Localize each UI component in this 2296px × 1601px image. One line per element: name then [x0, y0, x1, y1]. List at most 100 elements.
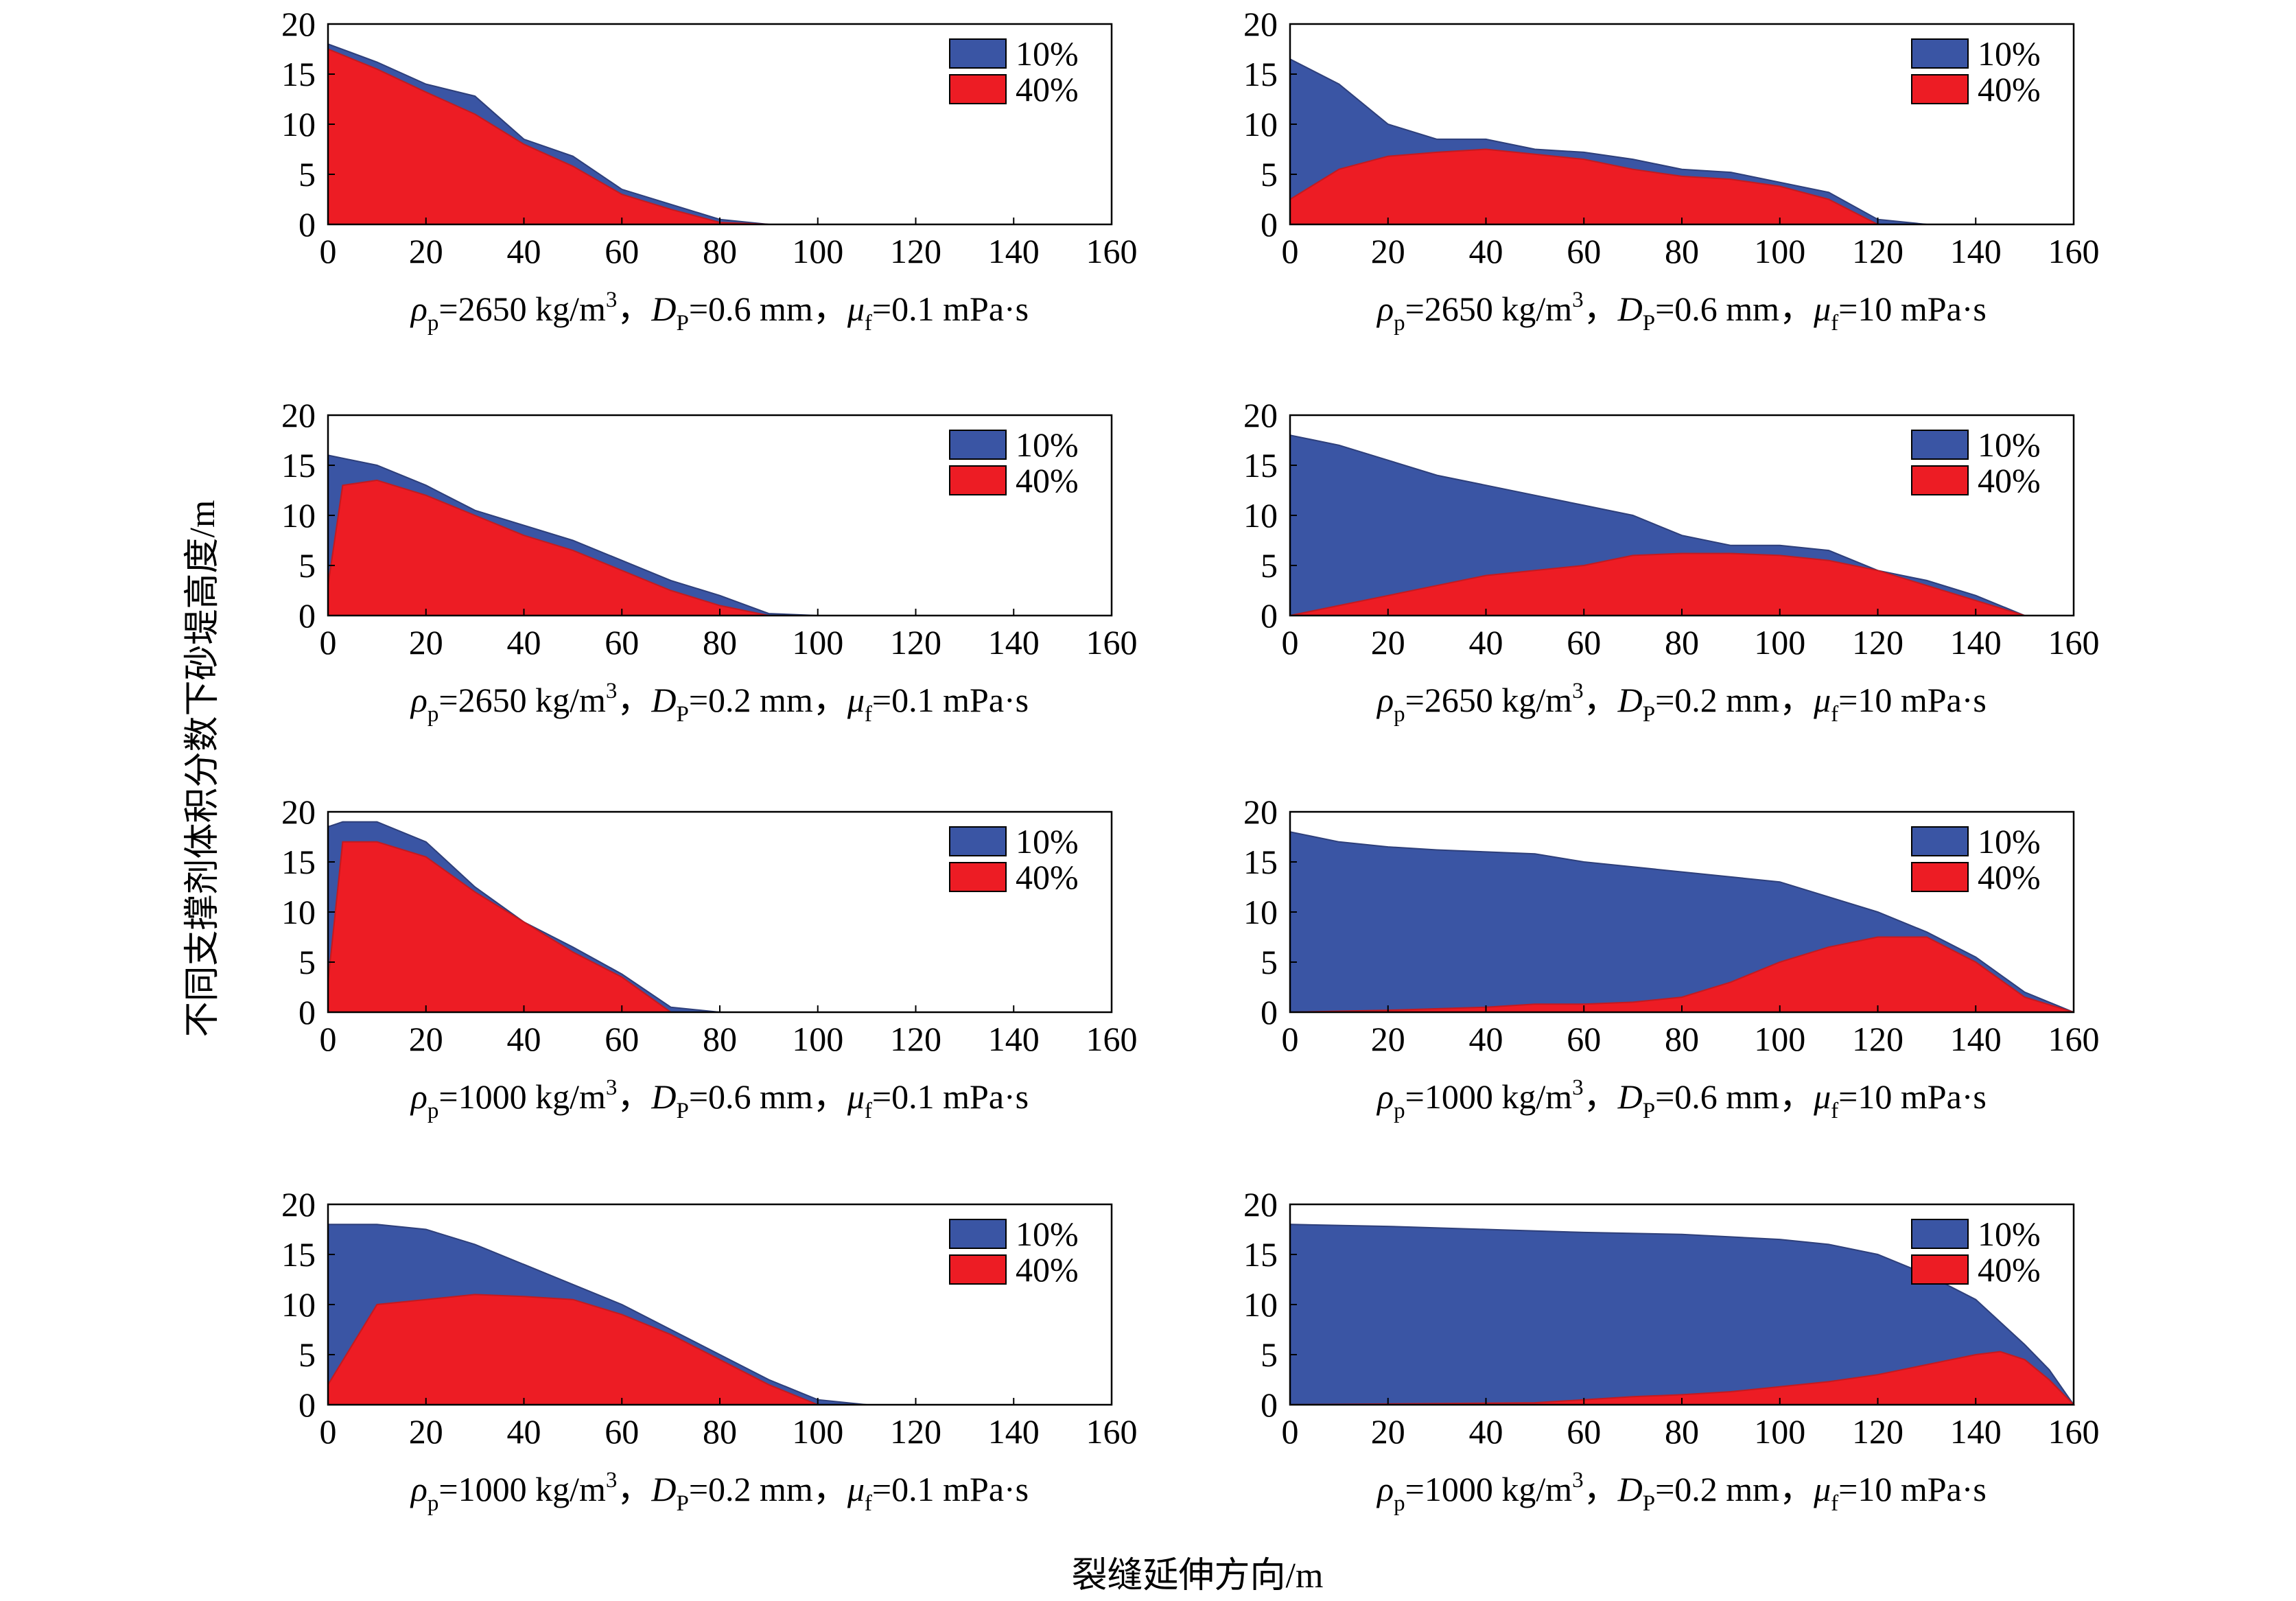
- legend-swatch-40: [1911, 465, 1969, 495]
- panel-caption: ρp=2650 kg/m3，DP=0.2 mm，μf=10 mPa·s: [1376, 679, 1987, 727]
- legend-swatch-10: [1911, 430, 1969, 460]
- y-tick-label: 5: [1261, 546, 1278, 585]
- legend-label-40: 40%: [1016, 858, 1079, 896]
- panel-6: 0 20 40 60 80 100 120 140 160 0 5 10 15 20 10%40% ρp=10…: [1243, 793, 2100, 1123]
- legend-swatch-40: [1911, 862, 1969, 892]
- y-tick-label: 0: [298, 1386, 316, 1424]
- y-tick-label: 0: [1261, 205, 1278, 244]
- x-tick-label: 100: [1754, 623, 1805, 662]
- x-tick-label: 20: [1371, 1412, 1405, 1451]
- x-tick-label: 140: [988, 623, 1040, 662]
- legend-label-10: 10%: [1016, 34, 1079, 73]
- x-tick-label: 80: [1665, 1020, 1699, 1058]
- x-tick-label: 60: [1567, 232, 1601, 270]
- area-40: [327, 48, 769, 225]
- x-tick-label: 100: [1754, 1412, 1805, 1451]
- y-tick-label: 0: [298, 596, 316, 635]
- x-tick-label: 0: [320, 1020, 337, 1058]
- panel-caption: ρp=1000 kg/m3，DP=0.6 mm，μf=0.1 mPa·s: [410, 1075, 1029, 1123]
- x-tick-label: 0: [1282, 1412, 1299, 1451]
- x-tick-label: 160: [2048, 232, 2100, 270]
- x-tick-label: 40: [507, 1412, 541, 1451]
- x-tick-label: 40: [1469, 1020, 1503, 1058]
- y-tick-label: 0: [1261, 993, 1278, 1031]
- x-tick-label: 20: [409, 1412, 443, 1451]
- y-tick-label: 5: [1261, 943, 1278, 981]
- legend-label-10: 10%: [1978, 425, 2041, 464]
- panel-caption: ρp=2650 kg/m3，DP=0.2 mm，μf=0.1 mPa·s: [410, 679, 1029, 727]
- y-tick-label: 15: [281, 843, 316, 881]
- x-tick-label: 120: [1852, 1412, 1903, 1451]
- x-tick-label: 120: [890, 1020, 941, 1058]
- y-tick-label: 5: [298, 155, 316, 194]
- x-tick-label: 120: [1852, 623, 1903, 662]
- x-tick-label: 40: [1469, 1412, 1503, 1451]
- x-tick-label: 140: [988, 1412, 1040, 1451]
- x-tick-label: 120: [1852, 1020, 1903, 1058]
- y-tick-label: 0: [298, 993, 316, 1031]
- legend-label-10: 10%: [1978, 34, 2041, 73]
- x-tick-label: 160: [2048, 1412, 2100, 1451]
- area-10: [1289, 1224, 2075, 1405]
- legend-label-40: 40%: [1978, 70, 2041, 108]
- x-tick-label: 60: [1567, 1020, 1601, 1058]
- y-tick-label: 20: [1243, 5, 1278, 43]
- x-tick-label: 160: [2048, 1020, 2100, 1058]
- legend-swatch-40: [949, 862, 1007, 892]
- x-tick-label: 0: [1282, 1020, 1299, 1058]
- area-40: [1289, 552, 2025, 616]
- legend-label-10: 10%: [1978, 1215, 2041, 1253]
- panel-5: 0 20 40 60 80 100 120 140 160 0 5 10 15 20 10%40% ρp=10…: [281, 793, 1138, 1123]
- x-tick-label: 140: [1950, 232, 2002, 270]
- x-tick-label: 60: [605, 1020, 639, 1058]
- panel-4: 0 20 40 60 80 100 120 140 1600510152010%40%ρp=26…: [1243, 396, 2100, 727]
- area-40: [327, 841, 673, 1013]
- y-tick-label: 15: [1243, 1235, 1278, 1274]
- x-tick-label: 120: [1852, 232, 1903, 270]
- y-tick-label: 10: [281, 893, 316, 931]
- y-tick-label: 20: [1243, 793, 1278, 831]
- x-tick-label: 20: [1371, 232, 1405, 270]
- x-tick-label: 40: [507, 623, 541, 662]
- legend-label-10: 10%: [1978, 822, 2041, 861]
- y-tick-label: 10: [281, 1285, 316, 1324]
- legend-swatch-40: [949, 74, 1007, 104]
- legend-label-40: 40%: [1978, 1250, 2041, 1289]
- y-axis-label: 不同支撑剂体积分数下砂堤高度/m: [183, 500, 222, 1038]
- x-tick-label: 160: [1086, 1412, 1138, 1451]
- x-tick-label: 0: [1282, 623, 1299, 662]
- y-tick-label: 5: [1261, 155, 1278, 194]
- legend-swatch-10: [949, 1219, 1007, 1249]
- x-tick-label: 40: [1469, 232, 1503, 270]
- legend-swatch-40: [949, 465, 1007, 495]
- y-tick-label: 15: [281, 1235, 316, 1274]
- y-tick-label: 5: [298, 546, 316, 585]
- panel-caption: ρp=2650 kg/m3，DP=0.6 mm，μf=0.1 mPa·s: [410, 288, 1029, 336]
- legend-swatch-10: [949, 826, 1007, 856]
- x-tick-label: 40: [507, 232, 541, 270]
- x-tick-label: 100: [792, 1412, 843, 1451]
- y-tick-label: 15: [281, 55, 316, 93]
- x-tick-label: 140: [988, 232, 1040, 270]
- x-tick-label: 40: [507, 1020, 541, 1058]
- x-tick-label: 0: [1282, 232, 1299, 270]
- x-tick-label: 120: [890, 623, 941, 662]
- y-tick-label: 10: [281, 105, 316, 143]
- x-tick-label: 80: [703, 1020, 737, 1058]
- area-40: [1289, 1351, 2076, 1405]
- x-tick-label: 0: [320, 232, 337, 270]
- y-tick-label: 20: [281, 1185, 316, 1224]
- panel-1: 0 20 40 60 80 100 120 140 1600510152010%40%ρp=26…: [281, 5, 1138, 336]
- legend-label-40: 40%: [1978, 858, 2041, 896]
- x-tick-label: 20: [409, 232, 443, 270]
- x-tick-label: 80: [703, 232, 737, 270]
- legend-label-10: 10%: [1016, 1215, 1079, 1253]
- area-40: [1289, 936, 2074, 1013]
- y-tick-label: 20: [281, 5, 316, 43]
- area-40: [327, 479, 769, 616]
- legend-swatch-40: [1911, 74, 1969, 104]
- x-tick-label: 60: [1567, 623, 1601, 662]
- x-tick-label: 160: [1086, 623, 1138, 662]
- x-tick-label: 60: [605, 623, 639, 662]
